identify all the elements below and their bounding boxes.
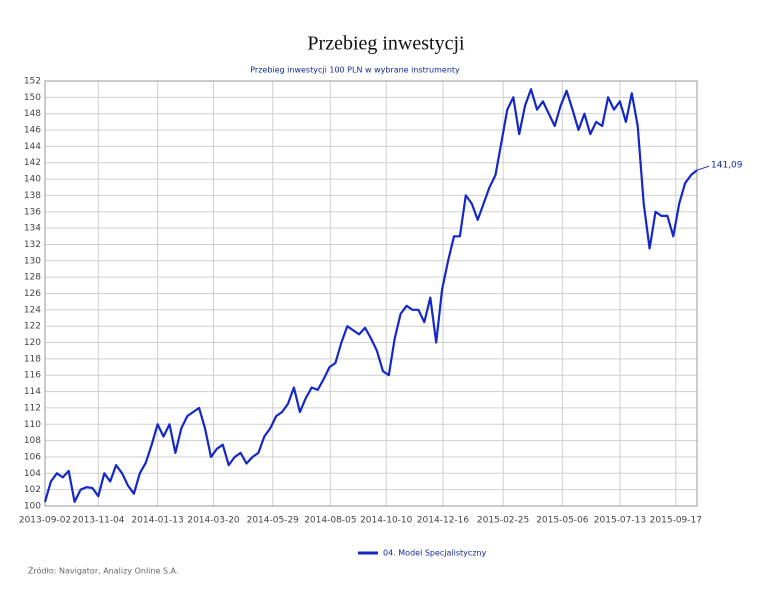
chart-subtitle: Przebieg inwestycji 100 PLN w wybrane in… [250,66,460,75]
x-tick-label: 2015-09-17 [650,516,702,526]
x-tick-label: 2014-05-29 [247,516,300,526]
y-tick-label: 120 [24,338,41,348]
y-tick-label: 134 [24,224,41,234]
y-tick-label: 110 [24,420,41,430]
x-tick-label: 2013-11-04 [72,516,125,526]
y-tick-label: 144 [24,142,41,152]
x-tick-label: 2013-09-02 [19,516,71,526]
y-tick-label: 136 [24,207,41,217]
x-tick-label: 2015-05-06 [536,516,589,526]
y-tick-label: 106 [24,452,41,462]
plot-frame [44,80,698,507]
x-tick-label: 2014-12-16 [417,516,470,526]
chart-title: Przebieg inwestycji [307,33,465,55]
y-tick-label: 130 [24,256,41,266]
y-tick-label: 128 [24,273,41,283]
x-tick-label: 2014-08-05 [304,516,356,526]
data-line [43,88,698,503]
y-tick-label: 152 [24,77,41,87]
y-tick-label: 150 [24,93,41,103]
y-tick-label: 114 [24,387,41,397]
x-tick-label: 2014-10-10 [360,516,413,526]
y-tick-label: 124 [24,305,41,315]
source-note: Źródło: Navigator, Analizy Online S.A. [28,565,178,576]
x-tick-label: 2015-02-25 [477,516,529,526]
y-tick-label: 102 [24,485,41,495]
x-tick-label: 2015-07-13 [594,516,646,526]
y-tick-label: 148 [24,109,41,119]
y-tick-label: 132 [24,240,41,250]
legend-label: 04. Model Specjalistyczny [383,549,487,558]
y-tick-label: 104 [24,469,41,479]
y-tick-label: 122 [24,322,41,332]
y-tick-label: 108 [24,436,41,446]
y-tick-label: 118 [24,354,41,364]
end-label-leader [696,165,710,171]
x-tick-label: 2014-03-20 [187,516,240,526]
y-tick-label: 142 [24,158,41,168]
y-tick-label: 138 [24,191,41,201]
y-tick-label: 140 [24,175,41,185]
y-tick-label: 146 [24,126,41,136]
x-tick-label: 2014-01-13 [131,516,183,526]
y-tick-label: 100 [24,502,41,512]
y-tick-label: 116 [24,371,41,381]
y-tick-label: 112 [24,403,41,413]
end-label: 141,09 [711,161,743,171]
y-tick-label: 126 [24,289,41,299]
